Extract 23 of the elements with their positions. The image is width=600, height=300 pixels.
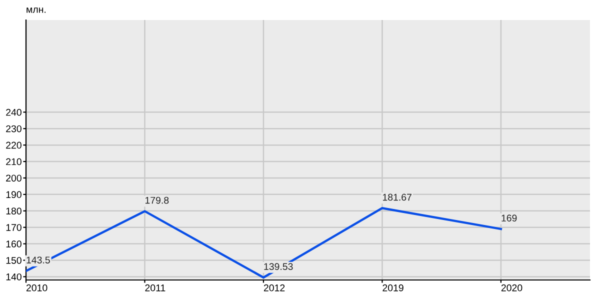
y-tick-label: 190 bbox=[6, 191, 22, 198]
data-label: 143.5 bbox=[26, 256, 50, 264]
line-series bbox=[26, 207, 502, 279]
x-tick-label: 2019 bbox=[382, 284, 404, 292]
y-tick-label: 150 bbox=[6, 256, 22, 264]
y-tick-label: 180 bbox=[6, 208, 22, 215]
x-tick-label: 2020 bbox=[501, 284, 522, 292]
y-tick-label: 140 bbox=[6, 273, 22, 280]
data-label: 179.8 bbox=[145, 196, 169, 204]
y-tick-label: 160 bbox=[6, 240, 22, 248]
data-label: 169 bbox=[502, 214, 517, 222]
y-axis-title: млн. bbox=[26, 8, 46, 13]
data-label: 139.53 bbox=[264, 263, 293, 270]
y-tick-label: 240 bbox=[6, 108, 22, 116]
y-tick-label: 210 bbox=[6, 158, 22, 166]
x-tick-label: 2012 bbox=[264, 284, 285, 292]
y-tick-label: 200 bbox=[6, 174, 22, 182]
y-tick-label: 170 bbox=[6, 224, 22, 231]
x-tick-label: 2011 bbox=[145, 284, 166, 292]
data-label: 181.67 bbox=[382, 194, 412, 201]
x-tick-label: 2010 bbox=[26, 284, 48, 292]
y-tick-label: 220 bbox=[6, 142, 22, 149]
y-tick-label: 230 bbox=[6, 125, 22, 132]
